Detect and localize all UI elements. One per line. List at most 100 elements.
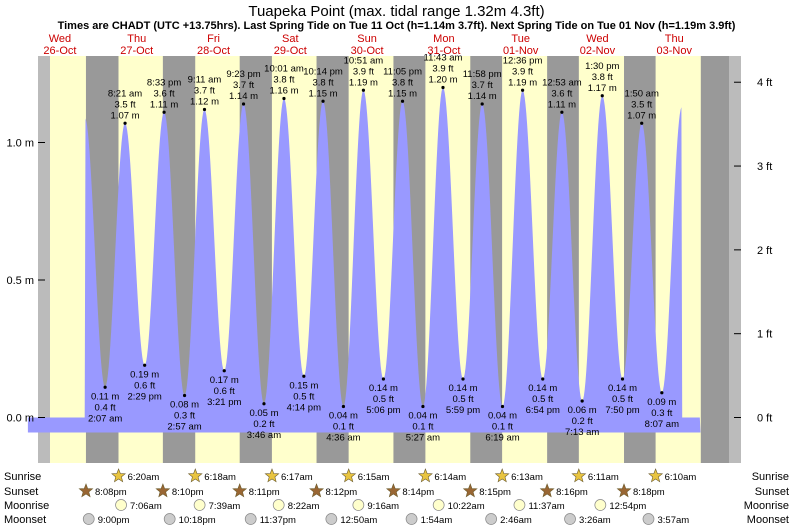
extreme-labels: 0.11 m0.4 ft2:07 am1.07 m3.5 ft8:21 am0.… — [88, 53, 679, 444]
tide-time-label: 5:59 pm — [446, 405, 480, 416]
tide-time-label: 9:23 pm — [226, 69, 260, 80]
day-date: 28-Oct — [197, 45, 230, 57]
tide-height-m-label: 1.07 m — [111, 110, 140, 121]
tide-point — [480, 102, 484, 106]
day-name: Thu — [665, 33, 684, 45]
tide-height-ft-label: 0.5 ft — [293, 391, 314, 402]
tide-height-ft-label: 3.7 ft — [233, 80, 254, 91]
sunrise-time: 6:20am — [128, 472, 160, 483]
sunset-row-label: Sunset — [4, 486, 38, 498]
moonset-moon-icon — [82, 513, 95, 525]
day-name: Tue — [511, 33, 530, 45]
tide-height-ft-label: 3.7 ft — [472, 80, 493, 91]
tide-point — [123, 121, 127, 125]
tide-height-ft-label: 0.5 ft — [532, 394, 553, 405]
tide-point — [500, 404, 505, 409]
moonrise-time: 10:22am — [448, 501, 485, 512]
tide-time-label: 12:53 am — [542, 77, 582, 88]
tide-height-ft-label: 0.6 ft — [214, 386, 235, 397]
day-date: 26-Oct — [43, 45, 76, 57]
tide-point — [182, 393, 187, 398]
y-tick-label-ft: 4 ft — [757, 77, 772, 89]
day-name: Wed — [586, 33, 608, 45]
day-date: 31-Oct — [427, 45, 460, 57]
tide-height-m-label: 1.19 m — [508, 77, 537, 88]
daylight-band — [50, 56, 86, 463]
moonset-moon-icon — [642, 513, 655, 525]
day-name: Thu — [127, 33, 146, 45]
tide-height-ft-label: 3.9 ft — [512, 66, 533, 77]
sunrise-star-icon — [571, 468, 587, 483]
day-date: 30-Oct — [351, 45, 384, 57]
day-date: 02-Nov — [580, 45, 616, 57]
sunset-star-icon — [539, 483, 555, 498]
y-tick-label-ft: 1 ft — [757, 329, 772, 341]
tide-height-m-label: 0.14 m — [608, 383, 637, 394]
moonrise-row-label-right: Moonrise — [744, 500, 789, 512]
moonrise-moon-icon — [432, 499, 445, 511]
moonset-time: 3:57am — [657, 515, 689, 525]
tide-height-m-label: 0.04 m — [329, 411, 358, 422]
y-tick-label-m: 1.0 m — [6, 138, 34, 150]
sunrise-time: 6:18am — [204, 472, 236, 483]
tide-time-label: 10:51 am — [344, 55, 384, 66]
moonset-time: 3:26am — [579, 515, 611, 525]
sunset-time: 8:10pm — [172, 487, 204, 498]
tide-time-label: 8:33 pm — [147, 77, 181, 88]
tide-height-m-label: 0.17 m — [210, 375, 239, 386]
tide-time-label: 1:30 pm — [585, 61, 619, 72]
sunrise-row-label-right: Sunrise — [752, 471, 789, 483]
tide-height-ft-label: 3.6 ft — [154, 88, 175, 99]
moonrise-time: 12:54pm — [609, 501, 646, 512]
tide-point — [302, 374, 306, 378]
tide-height-m-label: 0.06 m — [568, 405, 597, 416]
sunset-row-label-right: Sunset — [755, 486, 789, 498]
day-name: Fri — [207, 33, 220, 45]
tide-height-m-label: 0.04 m — [408, 411, 437, 422]
moonrise-moon-icon — [272, 499, 285, 511]
sunrise-star-icon — [264, 468, 280, 483]
day-date: 03-Nov — [657, 45, 693, 57]
tide-height-ft-label: 3.6 ft — [551, 88, 572, 99]
tide-point — [461, 377, 465, 381]
chart-title: Tuapeka Point (max. tidal range 1.32m 4.… — [248, 3, 544, 20]
sunset-star-icon — [155, 483, 171, 498]
tide-height-m-label: 0.08 m — [170, 400, 199, 411]
y-tick-label-ft: 0 ft — [757, 413, 772, 425]
moonset-moon-icon — [485, 513, 497, 525]
day-name: Sat — [282, 33, 299, 45]
tide-point — [222, 369, 226, 373]
tide-time-label: 7:13 am — [565, 427, 599, 438]
tide-height-ft-label: 0.5 ft — [373, 394, 394, 405]
moonset-moon-icon — [564, 513, 576, 525]
moonrise-moon-icon — [513, 499, 526, 511]
moonset-moon-icon — [244, 513, 257, 525]
tide-time-label: 4:14 pm — [287, 402, 321, 413]
y-tick-label-m: 0.5 m — [6, 275, 34, 287]
tide-time-label: 9:11 am — [188, 75, 222, 86]
tide-height-m-label: 0.14 m — [448, 383, 477, 394]
sunset-time: 8:16pm — [556, 487, 588, 498]
sunrise-star-icon — [341, 468, 357, 483]
day-headers: Wed26-OctThu27-OctFri28-OctSat29-OctSun3… — [43, 33, 692, 57]
tide-height-ft-label: 3.7 ft — [194, 86, 215, 97]
tide-point — [341, 404, 346, 409]
moonset-moon-icon — [405, 513, 418, 525]
tide-time-label: 5:06 pm — [366, 405, 400, 416]
sunrise-time: 6:15am — [358, 472, 390, 483]
sunset-time: 8:12pm — [326, 487, 358, 498]
sunrise-row-label: Sunrise — [4, 471, 41, 483]
day-date: 01-Nov — [503, 45, 539, 57]
moonrise-moon-icon — [352, 499, 365, 511]
tide-time-label: 2:57 am — [167, 422, 201, 433]
tide-point — [361, 88, 366, 92]
tide-point — [103, 385, 107, 389]
tide-height-m-label: 1.15 m — [309, 88, 338, 99]
tide-height-m-label: 0.15 m — [289, 380, 318, 391]
tide-time-label: 10:01 am — [264, 64, 304, 75]
day-name: Wed — [49, 33, 71, 45]
day-date: 27-Oct — [120, 45, 153, 57]
sunrise-star-icon — [111, 468, 127, 483]
sunrise-time: 6:10am — [665, 472, 697, 483]
tide-point — [241, 102, 246, 106]
